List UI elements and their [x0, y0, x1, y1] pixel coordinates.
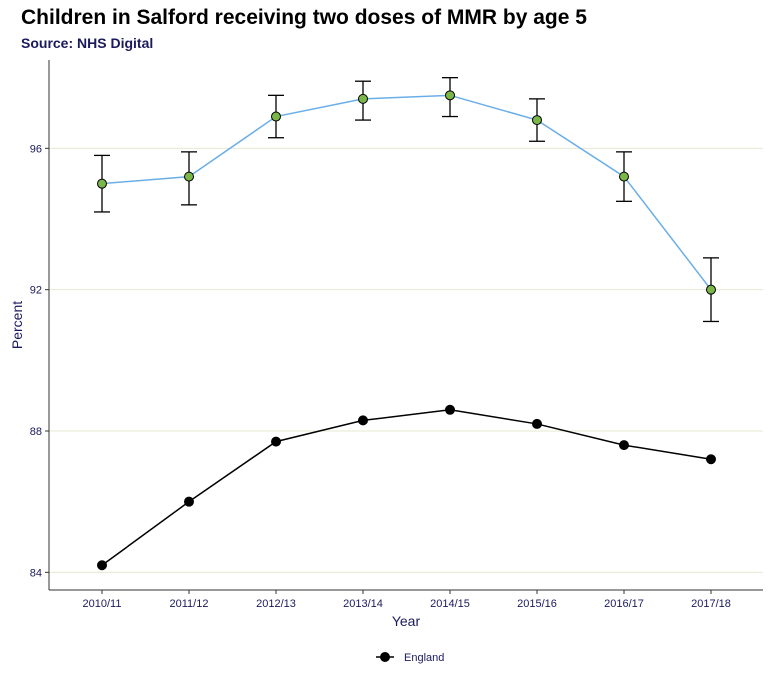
salford-data-point [184, 171, 194, 182]
y-tick-label: 92 [30, 285, 42, 297]
y-tick-label: 96 [30, 143, 42, 155]
salford-data-point [532, 115, 542, 126]
y-tick-label: 88 [30, 426, 42, 438]
england-data-point [184, 496, 194, 507]
x-tick-label: 2015/16 [517, 598, 557, 610]
chart-subtitle: Source: NHS Digital [21, 35, 154, 51]
england-data-point [358, 415, 368, 426]
salford-data-point [706, 284, 716, 295]
x-tick-label: 2014/15 [430, 598, 470, 610]
x-tick-label: 2016/17 [604, 598, 644, 610]
salford-data-point [271, 111, 281, 122]
legend-key-marker [380, 652, 390, 662]
england-data-point [706, 454, 716, 465]
y-axis-title: Percent [9, 301, 25, 349]
chart-title: Children in Salford receiving two doses … [21, 6, 587, 29]
england-data-point [532, 418, 542, 429]
legend-label: England [404, 652, 444, 664]
salford-data-point [358, 93, 368, 104]
y-tick-label: 84 [30, 567, 42, 579]
salford-data-point [445, 90, 455, 101]
x-tick-label: 2013/14 [343, 598, 383, 610]
salford-data-point [97, 178, 107, 189]
x-tick-label: 2010/11 [83, 598, 122, 610]
x-tick-label: 2011/12 [170, 598, 209, 610]
england-data-point [271, 436, 281, 447]
england-data-point [445, 404, 455, 415]
x-tick-label: 2012/13 [256, 598, 296, 610]
england-data-point [97, 560, 107, 571]
x-tick-label: 2017/18 [691, 598, 731, 610]
salford-data-point [619, 171, 629, 182]
england-data-point [619, 440, 629, 451]
x-axis-title: Year [392, 613, 421, 629]
england-series-line [101, 409, 712, 566]
salford-series-line [101, 94, 712, 291]
